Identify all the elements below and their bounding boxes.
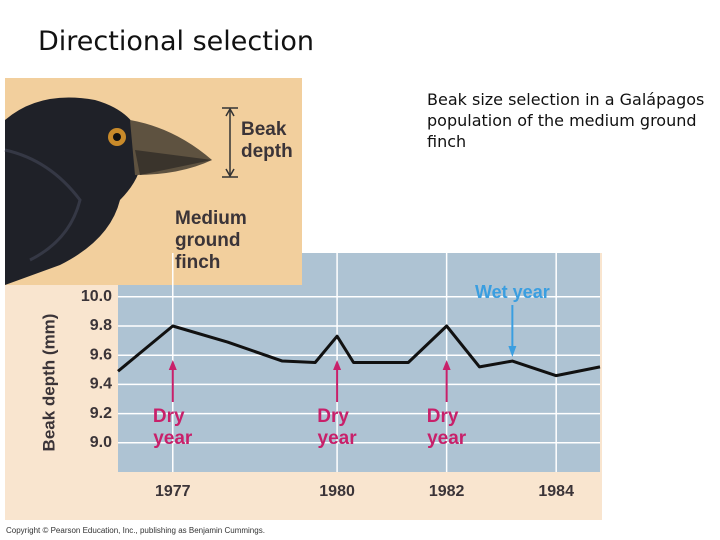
data-line (117, 324, 601, 378)
annotation-label: Dry (427, 406, 459, 427)
y-tick-label: 9.2 (90, 405, 112, 422)
annotation-label: year (318, 428, 358, 449)
copyright: Copyright © Pearson Education, Inc., pub… (6, 526, 265, 535)
annotation-arrowhead (442, 360, 451, 370)
y-tick-label: 9.4 (90, 376, 112, 393)
y-tick-label: 9.8 (90, 317, 112, 334)
y-tick-label: 9.6 (90, 346, 112, 363)
beak-depth-marker (222, 107, 238, 178)
annotation-label: Wet year (475, 282, 550, 302)
finch-illustration (4, 97, 212, 285)
annotation-arrowhead (168, 360, 177, 370)
finch-label: Medium ground finch (175, 208, 247, 273)
annotation-label: Dry (153, 406, 185, 427)
x-tick-label: 1977 (155, 483, 191, 500)
annotation-arrowhead (333, 360, 342, 370)
beak-label: Beak depth (241, 119, 293, 162)
y-tick-label: 9.0 (90, 434, 112, 451)
x-tick-label: 1984 (538, 483, 574, 500)
annotation-arrowhead (508, 346, 517, 357)
x-tick-label: 1980 (319, 483, 355, 500)
caption: Beak size selection in a Galápagos popul… (427, 90, 705, 151)
y-axis-label: Beak depth (mm) (39, 314, 58, 452)
y-tick-label: 10.0 (81, 288, 112, 305)
annotation-label: Dry (317, 406, 349, 427)
x-tick-label: 1982 (429, 483, 465, 500)
annotation-label: year (427, 428, 467, 449)
annotation-label: year (153, 428, 193, 449)
slide-title: Directional selection (38, 26, 314, 57)
